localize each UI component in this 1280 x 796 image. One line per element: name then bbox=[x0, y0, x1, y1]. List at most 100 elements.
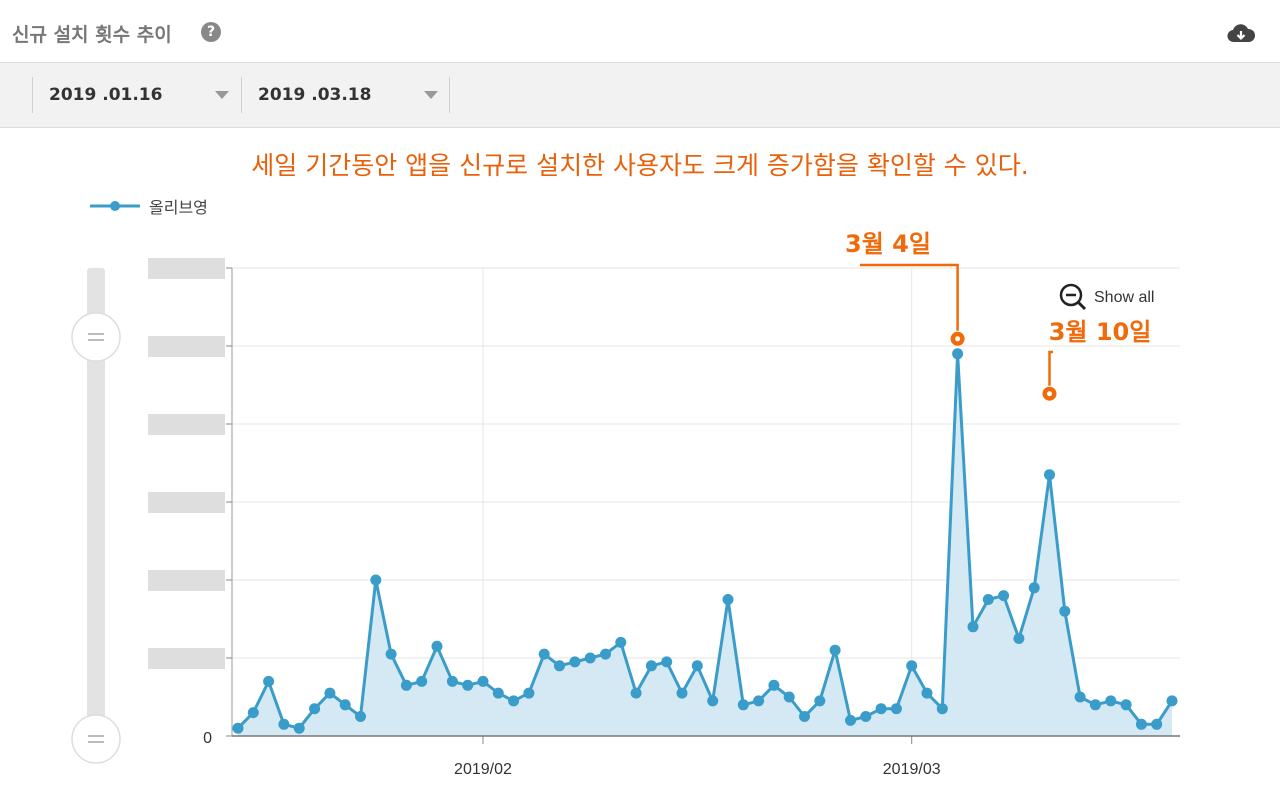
chevron-down-icon bbox=[424, 91, 438, 99]
data-point bbox=[707, 695, 719, 707]
series-area bbox=[238, 353, 1172, 736]
data-point bbox=[538, 648, 550, 660]
data-point bbox=[278, 718, 290, 730]
data-point bbox=[446, 675, 458, 687]
data-point bbox=[477, 675, 489, 687]
legend-label: 올리브영 bbox=[149, 198, 208, 217]
y-label-mask bbox=[148, 492, 225, 513]
annotation-text: 세일 기간동안 앱을 신규로 설치한 사용자도 크게 증가함을 확인할 수 있다… bbox=[251, 151, 1029, 180]
data-point bbox=[829, 644, 841, 656]
data-point bbox=[936, 703, 948, 715]
data-point bbox=[845, 714, 856, 726]
data-point bbox=[492, 687, 504, 699]
axes bbox=[231, 268, 1180, 737]
data-point bbox=[676, 687, 688, 699]
data-point bbox=[783, 691, 795, 703]
series-points bbox=[232, 348, 1178, 734]
chevron-down-icon bbox=[215, 91, 229, 99]
grid bbox=[226, 267, 1180, 744]
data-point bbox=[860, 711, 872, 722]
y-label-mask bbox=[148, 336, 225, 357]
data-point bbox=[385, 648, 397, 660]
data-point bbox=[952, 348, 964, 360]
data-point bbox=[1074, 691, 1086, 703]
y-label-mask bbox=[148, 570, 225, 591]
data-point bbox=[1028, 582, 1040, 594]
callouts: 3월 4일 3월 10일 bbox=[845, 230, 1152, 401]
help-icon[interactable]: ? bbox=[201, 22, 221, 42]
data-point bbox=[263, 675, 275, 687]
data-point bbox=[753, 695, 765, 707]
data-point bbox=[1013, 633, 1025, 644]
data-point bbox=[1105, 695, 1117, 707]
divider bbox=[449, 77, 450, 113]
data-point bbox=[737, 699, 749, 711]
data-point bbox=[799, 711, 810, 722]
data-point bbox=[906, 660, 918, 672]
data-point bbox=[661, 656, 673, 668]
data-point bbox=[584, 652, 596, 664]
callout-leader bbox=[1048, 350, 1053, 386]
data-point bbox=[814, 695, 826, 707]
data-point bbox=[416, 675, 428, 687]
end-date-select[interactable]: 2019 .03.18 bbox=[241, 77, 450, 113]
data-point bbox=[1044, 469, 1055, 481]
data-point bbox=[554, 660, 565, 672]
card-header: 신규 설치 횟수 추이 ? bbox=[0, 0, 1280, 62]
data-point bbox=[1120, 699, 1132, 711]
data-point bbox=[355, 711, 366, 722]
data-point bbox=[645, 660, 657, 672]
data-point bbox=[722, 594, 734, 605]
data-point bbox=[523, 687, 535, 699]
data-point bbox=[768, 679, 780, 691]
slider-track[interactable] bbox=[87, 268, 105, 738]
data-point bbox=[462, 679, 474, 691]
data-point bbox=[400, 679, 412, 691]
data-point bbox=[998, 590, 1010, 602]
show-all-button[interactable]: Show all bbox=[1059, 283, 1154, 311]
data-point bbox=[921, 687, 933, 699]
data-point bbox=[890, 703, 902, 715]
callout-leader bbox=[860, 263, 959, 331]
data-point bbox=[569, 656, 581, 668]
end-date-value: 2019 .03.18 bbox=[258, 85, 372, 105]
data-point bbox=[615, 636, 627, 648]
data-point bbox=[600, 648, 611, 660]
show-all-label: Show all bbox=[1094, 289, 1154, 306]
data-point bbox=[508, 695, 520, 707]
data-point bbox=[691, 660, 703, 672]
callout-marker-center bbox=[1047, 391, 1052, 397]
data-point bbox=[247, 707, 259, 719]
data-point bbox=[1151, 718, 1163, 730]
data-point bbox=[630, 687, 642, 699]
callout-label: 3월 10일 bbox=[1049, 318, 1152, 346]
data-point bbox=[309, 703, 321, 715]
cloud-download-icon[interactable] bbox=[1226, 22, 1256, 46]
x-tick-label: 2019/02 bbox=[454, 761, 512, 778]
x-axis-labels: 2019/02 2019/03 bbox=[454, 761, 941, 778]
data-point bbox=[1059, 605, 1071, 617]
range-slider[interactable] bbox=[71, 268, 121, 764]
install-trend-chart: 올리브영 0 2019/02 2019/03 Show all 3월 4일 3월 1… bbox=[71, 198, 1180, 778]
zoom-out-icon bbox=[1059, 283, 1087, 311]
data-point bbox=[431, 640, 443, 652]
data-point bbox=[1166, 695, 1178, 707]
legend-marker bbox=[110, 201, 120, 211]
series-line bbox=[236, 352, 1174, 730]
data-point bbox=[1089, 699, 1101, 711]
data-point bbox=[875, 703, 887, 715]
data-point bbox=[982, 594, 994, 605]
start-date-value: 2019 .01.16 bbox=[49, 85, 163, 105]
data-point bbox=[324, 687, 336, 699]
x-tick-label: 2019/03 bbox=[883, 761, 941, 778]
data-point bbox=[967, 621, 979, 633]
start-date-select[interactable]: 2019 .01.16 bbox=[32, 77, 241, 113]
legend: 올리브영 bbox=[90, 198, 208, 217]
callout-marker-center bbox=[955, 336, 961, 342]
data-point bbox=[1135, 718, 1147, 730]
slider-handle-bottom[interactable] bbox=[71, 714, 121, 764]
y-label-mask bbox=[148, 414, 225, 435]
filter-bar: 2019 .01.16 2019 .03.18 bbox=[0, 62, 1280, 128]
slider-handle-top[interactable] bbox=[71, 312, 121, 362]
y-axis-labels: 0 bbox=[148, 258, 225, 747]
